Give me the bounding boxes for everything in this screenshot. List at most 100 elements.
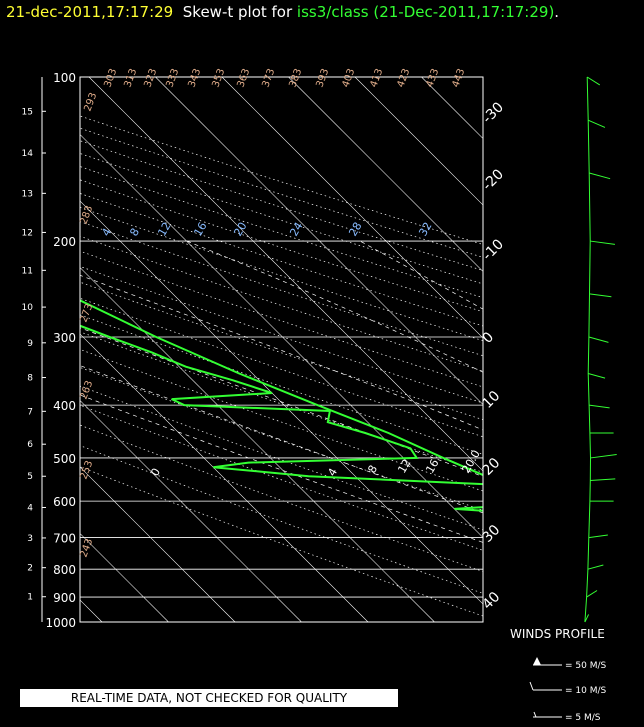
temp-right-label: -20 [480,166,507,193]
title-timestamp: 21-dec-2011,17:17:29 [6,3,174,21]
pressure-tick-label: 500 [53,452,76,466]
pressure-tick-label: 900 [53,591,76,605]
mixing-ratio-label: 8 [365,463,380,476]
dry-adiabat-label: 363 [235,67,252,89]
wind-profile-line [584,76,592,623]
dry-adiabat [80,221,483,357]
wind-barb [590,478,616,481]
dry-adiabat [80,166,483,299]
temp-right-label: -10 [480,236,507,263]
winds-profile-label: WINDS PROFILE [510,627,605,641]
wind-legend-barb [529,681,534,691]
wind-legend-label: = 5 M/S [565,713,601,723]
height-tick-label: 9 [27,339,33,349]
height-tick-label: 3 [27,534,33,544]
pressure-tick-label: 1000 [45,616,76,630]
dry-adiabat [80,235,483,372]
dry-adiabat-label: 423 [395,67,412,89]
wind-barb [587,119,606,128]
temperature-profile-line [80,299,483,477]
moist-adiabat [80,365,483,514]
isotherm [555,77,644,622]
wind-barb [589,404,610,409]
isotherm [80,333,369,622]
height-tick-label: 8 [27,374,33,384]
dry-adiabat-label: 393 [314,67,331,89]
height-tick-label: 11 [22,266,33,276]
mixing-ratio-label: 24 [287,220,305,239]
wind-barb [589,293,612,298]
height-tick-label: 10 [22,303,34,313]
dry-adiabat-label: 243 [78,537,95,559]
temp-right-label: -30 [480,99,507,126]
mixing-ratio-label: 12 [155,220,173,239]
moist-adiabat [80,394,483,543]
wind-barb [587,564,604,570]
dry-adiabat-label: 273 [78,302,95,324]
pressure-tick-label: 800 [53,563,76,577]
plot-title: 21-dec-2011,17:17:29 Skew-t plot for iss… [6,3,559,21]
dry-adiabat [80,140,483,271]
wind-barb [588,534,608,539]
isotherm [80,267,435,622]
dry-adiabat [80,115,483,245]
dry-adiabat-label: 313 [122,67,139,89]
plot-area [80,77,644,622]
dry-adiabat-label: 443 [450,67,467,89]
dry-adiabat-label: 293 [82,91,99,113]
wind-barb [588,373,606,379]
dry-adiabat [80,153,483,285]
height-tick-label: 1 [27,593,33,603]
temp-right-label: 0 [480,329,498,347]
dewpoint-profile-line [80,324,483,512]
dry-adiabat [80,367,483,511]
dry-adiabat-label: 253 [78,459,95,481]
dry-adiabat-label: 413 [368,67,385,89]
isotherm [80,400,302,622]
dry-adiabat-label: 333 [164,67,181,89]
title-station: iss3/class [296,3,369,21]
isotherm [80,134,483,538]
moist-adiabat [186,240,483,373]
dry-adiabat [80,445,483,594]
dry-adiabat [80,281,483,421]
wind-barb [590,453,617,459]
wind-legend-label: = 50 M/S [565,661,607,671]
wind-legend-barb [533,711,537,718]
pressure-tick-label: 400 [53,399,76,413]
wind-barb [586,590,598,598]
dry-adiabat-label: 373 [260,67,277,89]
dry-adiabat [80,348,483,492]
dry-adiabat [80,193,483,327]
isotherm [354,77,483,206]
dry-adiabat [80,385,483,531]
wind-barb [586,76,601,86]
isotherm [421,77,483,139]
dry-adiabat-label: 383 [287,67,304,89]
dry-adiabat-label: 263 [78,379,95,401]
pressure-tick-label: 200 [53,235,76,249]
mixing-ratio-label: 12 [395,457,413,476]
mixing-ratio-label: 16 [191,220,209,239]
dry-adiabat-label: 433 [424,67,441,89]
pressure-tick-label: 600 [53,495,76,509]
pressure-tick-label: 300 [53,331,76,345]
isotherm [80,200,483,605]
plot-frame [79,76,484,623]
wind-barb [588,336,609,343]
dry-adiabat-label: 343 [186,67,203,89]
dry-adiabat [80,179,483,313]
title-plot-label: Skew-t plot for [182,3,297,21]
dry-adiabat [80,404,483,551]
dry-adiabat [80,331,483,473]
isotherm [488,77,644,622]
moist-adiabat [80,274,483,431]
wind-barb [589,172,611,180]
wind-barb [590,240,615,245]
title-end: . [554,3,560,21]
height-tick-label: 7 [27,407,33,417]
quality-disclaimer: REAL-TIME DATA, NOT CHECKED FOR QUALITY [20,689,398,707]
isotherm [221,77,483,339]
mixing-ratio-label: 16 [423,457,441,476]
